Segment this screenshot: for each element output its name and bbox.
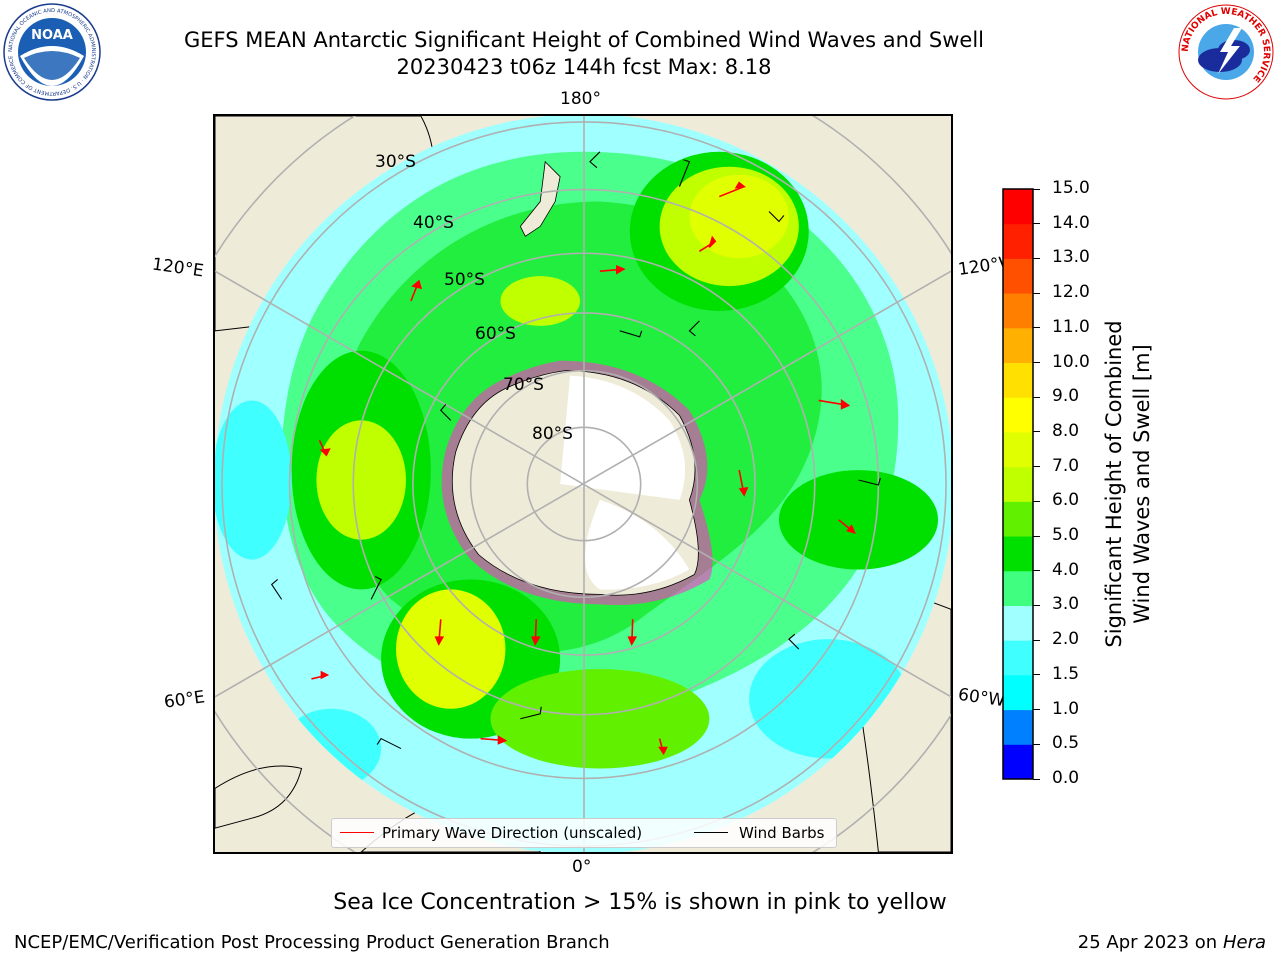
lon-label-60w: 60°W <box>956 684 1007 712</box>
colorbar-label-line2: Wind Waves and Swell [m] <box>1130 344 1154 624</box>
colorbar-tick-mark <box>1033 778 1040 780</box>
lon-label-120e: 120°E <box>150 254 205 282</box>
wave-direction-arrows <box>311 181 856 756</box>
svg-text:NOAA: NOAA <box>31 28 73 43</box>
antarctic-map <box>215 116 951 852</box>
colorbar-tick-mark <box>1033 604 1040 606</box>
lat-label-40s: 40°S <box>413 213 454 233</box>
colorbar-tick-mark <box>1033 674 1040 676</box>
colorbar-tick-mark <box>1033 188 1040 190</box>
wave-direction-label: Primary Wave Direction (unscaled) <box>382 824 643 842</box>
colorbar-tick-label: 4.0 <box>1052 559 1080 580</box>
host-name: Hera <box>1222 932 1266 953</box>
colorbar-segment <box>1003 431 1033 468</box>
colorbar-tick-label: 13.0 <box>1052 247 1090 268</box>
colorbar-tick-label: 3.0 <box>1052 594 1080 615</box>
colorbar-segment <box>1003 674 1033 711</box>
sea-ice-note: Sea Ice Concentration > 15% is shown in … <box>333 890 947 915</box>
colorbar-tick-mark <box>1033 292 1040 294</box>
lat-label-80s: 80°S <box>532 424 573 444</box>
colorbar-tick-label: 10.0 <box>1052 351 1090 372</box>
wind-barbs <box>270 151 881 750</box>
lon-label-60e: 60°E <box>162 687 207 713</box>
forecast-subtitle: 20230423 t06z 144h fcst Max: 8.18 <box>396 55 772 79</box>
colorbar-segment <box>1003 466 1033 502</box>
colorbar-segment <box>1003 223 1033 259</box>
colorbar-tick-mark <box>1033 500 1040 502</box>
colorbar-segment <box>1003 709 1033 745</box>
colorbar-segment <box>1003 327 1033 364</box>
colorbar-tick-mark <box>1033 639 1040 641</box>
colorbar-tick-label: 5.0 <box>1052 525 1080 546</box>
colorbar-segment <box>1003 258 1033 294</box>
colorbar-tick-mark <box>1033 709 1040 711</box>
noaa-logo: NATIONAL OCEANIC AND ATMOSPHERIC ADMINIS… <box>3 3 101 101</box>
colorbar-tick-label: 14.0 <box>1052 212 1090 233</box>
lat-label-70s: 70°S <box>503 375 544 395</box>
render-date-text: 25 Apr 2023 on <box>1077 932 1218 953</box>
colorbar-tick-mark <box>1033 743 1040 745</box>
colorbar-tick-mark <box>1033 257 1040 259</box>
wind-barbs-label: Wind Barbs <box>739 824 825 842</box>
map-panel <box>213 114 953 854</box>
colorbar-segment <box>1003 570 1033 606</box>
chart-title: GEFS MEAN Antarctic Significant Height o… <box>183 28 985 52</box>
colorbar-segment <box>1003 744 1033 780</box>
colorbar-tick-label: 1.0 <box>1052 698 1080 719</box>
colorbar-segment <box>1003 640 1033 676</box>
colorbar-segment <box>1003 605 1033 641</box>
colorbar-tick-label: 2.0 <box>1052 629 1080 650</box>
lat-label-50s: 50°S <box>444 270 485 290</box>
colorbar-tick-label: 15.0 <box>1052 178 1090 198</box>
colorbar-segment <box>1003 536 1033 572</box>
colorbar-tick-mark <box>1033 466 1040 468</box>
colorbar-tick-mark <box>1033 431 1040 433</box>
colorbar-tick-mark <box>1033 362 1040 364</box>
colorbar <box>1002 188 1034 780</box>
wave-direction-swatch <box>340 832 374 833</box>
wind-barbs-swatch <box>694 832 728 833</box>
colorbar-tick-mark <box>1033 570 1040 572</box>
colorbar-tick-label: 6.0 <box>1052 490 1080 511</box>
colorbar-tick-label: 1.5 <box>1052 663 1080 684</box>
lat-label-30s: 30°S <box>375 152 416 172</box>
colorbar-tick-label: 12.0 <box>1052 282 1090 303</box>
nws-logo: NATIONAL WEATHER SERVICE <box>1178 4 1274 100</box>
colorbar-tick-label: 0.5 <box>1052 733 1080 754</box>
colorbar-tick-label: 0.0 <box>1052 768 1080 788</box>
colorbar-tick-label: 11.0 <box>1052 316 1090 337</box>
colorbar-segment <box>1003 293 1033 329</box>
map-legend: Primary Wave Direction (unscaled) Wind B… <box>331 818 837 848</box>
colorbar-label-line1: Significant Height of Combined <box>1102 320 1126 648</box>
colorbar-tick-label: 8.0 <box>1052 420 1080 441</box>
colorbar-tick-mark <box>1033 396 1040 398</box>
render-date: 25 Apr 2023 on Hera <box>1078 932 1266 953</box>
colorbar-segment <box>1003 397 1033 433</box>
colorbar-segment <box>1003 501 1033 537</box>
colorbar-segment <box>1003 189 1033 225</box>
colorbar-tick-label: 9.0 <box>1052 386 1080 407</box>
colorbar-segment <box>1003 362 1033 398</box>
lon-label-0: 0° <box>572 857 592 877</box>
colorbar-tick-mark <box>1033 535 1040 537</box>
lat-label-60s: 60°S <box>475 324 516 344</box>
colorbar-tick-mark <box>1033 327 1040 329</box>
credit-line: NCEP/EMC/Verification Post Processing Pr… <box>14 932 610 953</box>
lon-label-180: 180° <box>560 89 601 109</box>
colorbar-tick-label: 7.0 <box>1052 455 1080 476</box>
colorbar-tick-mark <box>1033 223 1040 225</box>
